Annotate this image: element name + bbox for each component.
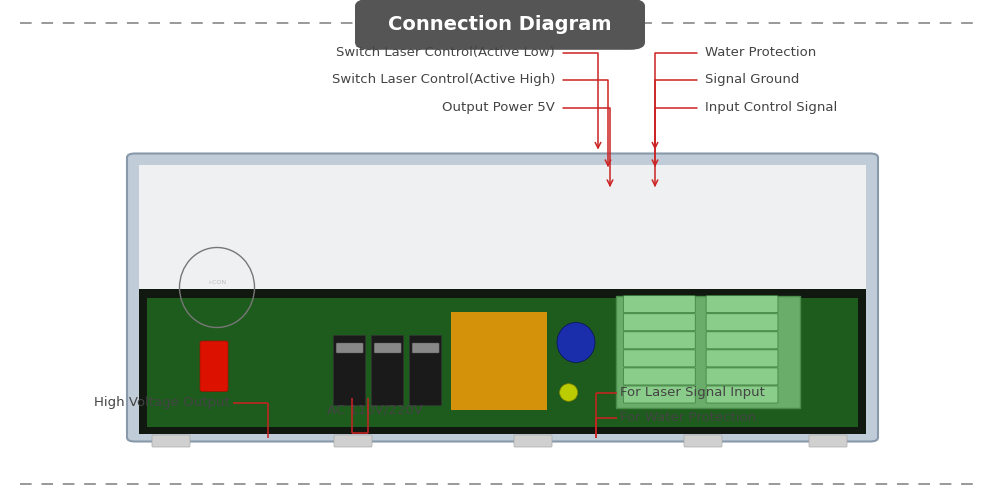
Text: Water Protection: Water Protection [705,46,816,59]
FancyBboxPatch shape [706,368,778,385]
FancyBboxPatch shape [514,435,552,447]
Text: Input Control Signal: Input Control Signal [705,101,837,114]
FancyBboxPatch shape [616,296,800,408]
FancyBboxPatch shape [706,314,778,330]
FancyBboxPatch shape [706,350,778,367]
FancyBboxPatch shape [623,296,695,312]
FancyBboxPatch shape [706,386,778,403]
FancyBboxPatch shape [623,350,695,367]
FancyBboxPatch shape [684,435,722,447]
FancyBboxPatch shape [147,298,858,426]
Text: Switch Laser Control(Active High): Switch Laser Control(Active High) [332,74,555,86]
FancyBboxPatch shape [623,332,695,349]
Ellipse shape [557,322,595,362]
FancyBboxPatch shape [355,0,645,50]
FancyBboxPatch shape [409,335,441,405]
Text: Connection Diagram: Connection Diagram [388,16,612,34]
FancyBboxPatch shape [706,296,778,312]
FancyBboxPatch shape [412,343,439,353]
FancyBboxPatch shape [623,386,695,403]
FancyBboxPatch shape [623,314,695,330]
Ellipse shape [560,384,578,401]
FancyBboxPatch shape [623,368,695,385]
FancyBboxPatch shape [371,335,403,405]
Text: Switch Laser Control(Active Low): Switch Laser Control(Active Low) [336,46,555,59]
FancyBboxPatch shape [127,154,878,442]
Text: Output Power 5V: Output Power 5V [442,101,555,114]
FancyBboxPatch shape [200,341,228,392]
Text: i-CON: i-CON [208,280,226,285]
Text: AC 110V/220V: AC 110V/220V [327,404,423,416]
FancyBboxPatch shape [139,164,866,292]
FancyBboxPatch shape [152,435,190,447]
FancyBboxPatch shape [139,290,866,434]
FancyBboxPatch shape [333,335,365,405]
FancyBboxPatch shape [809,435,847,447]
FancyBboxPatch shape [374,343,401,353]
FancyBboxPatch shape [334,435,372,447]
Text: High Voltage Output: High Voltage Output [94,396,230,409]
FancyBboxPatch shape [451,312,547,410]
Text: For Water Protection: For Water Protection [620,411,756,424]
FancyBboxPatch shape [706,332,778,349]
Text: For Laser Signal Input: For Laser Signal Input [620,386,765,399]
FancyBboxPatch shape [336,343,363,353]
Text: Signal Ground: Signal Ground [705,74,799,86]
